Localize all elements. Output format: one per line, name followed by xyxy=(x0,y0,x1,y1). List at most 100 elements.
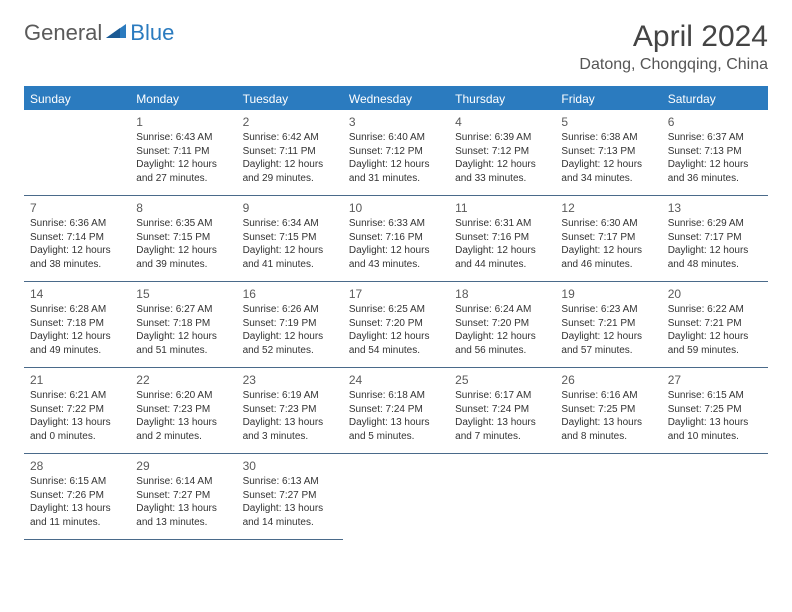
logo-triangle-icon xyxy=(106,22,128,45)
dow-header: Friday xyxy=(555,88,661,110)
sunset-line: Sunset: 7:25 PM xyxy=(668,403,762,417)
day-number: 7 xyxy=(30,200,124,216)
daylight-line: Daylight: 12 hours and 34 minutes. xyxy=(561,158,655,185)
day-number: 17 xyxy=(349,286,443,302)
daylight-line: Daylight: 12 hours and 56 minutes. xyxy=(455,330,549,357)
sunrise-line: Sunrise: 6:27 AM xyxy=(136,303,230,317)
header: General Blue April 2024 Datong, Chongqin… xyxy=(24,20,768,74)
daylight-line: Daylight: 13 hours and 14 minutes. xyxy=(243,502,337,529)
daylight-line: Daylight: 12 hours and 54 minutes. xyxy=(349,330,443,357)
calendar-cell xyxy=(24,110,130,196)
month-title: April 2024 xyxy=(579,20,768,54)
sunset-line: Sunset: 7:13 PM xyxy=(668,145,762,159)
calendar-cell: 7Sunrise: 6:36 AMSunset: 7:14 PMDaylight… xyxy=(24,196,130,282)
calendar-cell: 21Sunrise: 6:21 AMSunset: 7:22 PMDayligh… xyxy=(24,368,130,454)
calendar-cell: 28Sunrise: 6:15 AMSunset: 7:26 PMDayligh… xyxy=(24,454,130,540)
daylight-line: Daylight: 12 hours and 31 minutes. xyxy=(349,158,443,185)
sunset-line: Sunset: 7:17 PM xyxy=(668,231,762,245)
sunset-line: Sunset: 7:12 PM xyxy=(349,145,443,159)
sunset-line: Sunset: 7:17 PM xyxy=(561,231,655,245)
sunset-line: Sunset: 7:11 PM xyxy=(136,145,230,159)
calendar-cell: 4Sunrise: 6:39 AMSunset: 7:12 PMDaylight… xyxy=(449,110,555,196)
calendar-cell: 10Sunrise: 6:33 AMSunset: 7:16 PMDayligh… xyxy=(343,196,449,282)
sunrise-line: Sunrise: 6:30 AM xyxy=(561,217,655,231)
daylight-line: Daylight: 13 hours and 7 minutes. xyxy=(455,416,549,443)
calendar-cell: 15Sunrise: 6:27 AMSunset: 7:18 PMDayligh… xyxy=(130,282,236,368)
day-number: 24 xyxy=(349,372,443,388)
calendar-cell: 3Sunrise: 6:40 AMSunset: 7:12 PMDaylight… xyxy=(343,110,449,196)
sunset-line: Sunset: 7:23 PM xyxy=(243,403,337,417)
daylight-line: Daylight: 12 hours and 29 minutes. xyxy=(243,158,337,185)
sunrise-line: Sunrise: 6:26 AM xyxy=(243,303,337,317)
day-number: 23 xyxy=(243,372,337,388)
calendar-cell: 25Sunrise: 6:17 AMSunset: 7:24 PMDayligh… xyxy=(449,368,555,454)
day-number: 4 xyxy=(455,114,549,130)
sunrise-line: Sunrise: 6:28 AM xyxy=(30,303,124,317)
sunset-line: Sunset: 7:14 PM xyxy=(30,231,124,245)
calendar-cell: 12Sunrise: 6:30 AMSunset: 7:17 PMDayligh… xyxy=(555,196,661,282)
calendar-cell xyxy=(555,454,661,540)
sunset-line: Sunset: 7:25 PM xyxy=(561,403,655,417)
day-number: 29 xyxy=(136,458,230,474)
sunset-line: Sunset: 7:24 PM xyxy=(349,403,443,417)
daylight-line: Daylight: 12 hours and 52 minutes. xyxy=(243,330,337,357)
sunset-line: Sunset: 7:12 PM xyxy=(455,145,549,159)
sunrise-line: Sunrise: 6:19 AM xyxy=(243,389,337,403)
calendar-cell: 24Sunrise: 6:18 AMSunset: 7:24 PMDayligh… xyxy=(343,368,449,454)
sunrise-line: Sunrise: 6:24 AM xyxy=(455,303,549,317)
dow-header: Monday xyxy=(130,88,236,110)
daylight-line: Daylight: 13 hours and 8 minutes. xyxy=(561,416,655,443)
sunrise-line: Sunrise: 6:16 AM xyxy=(561,389,655,403)
daylight-line: Daylight: 13 hours and 2 minutes. xyxy=(136,416,230,443)
sunset-line: Sunset: 7:20 PM xyxy=(455,317,549,331)
daylight-line: Daylight: 12 hours and 33 minutes. xyxy=(455,158,549,185)
calendar-cell: 11Sunrise: 6:31 AMSunset: 7:16 PMDayligh… xyxy=(449,196,555,282)
sunset-line: Sunset: 7:21 PM xyxy=(561,317,655,331)
calendar-cell: 18Sunrise: 6:24 AMSunset: 7:20 PMDayligh… xyxy=(449,282,555,368)
calendar-cell: 8Sunrise: 6:35 AMSunset: 7:15 PMDaylight… xyxy=(130,196,236,282)
day-number: 27 xyxy=(668,372,762,388)
daylight-line: Daylight: 12 hours and 46 minutes. xyxy=(561,244,655,271)
sunset-line: Sunset: 7:21 PM xyxy=(668,317,762,331)
sunrise-line: Sunrise: 6:34 AM xyxy=(243,217,337,231)
daylight-line: Daylight: 12 hours and 51 minutes. xyxy=(136,330,230,357)
calendar-cell: 22Sunrise: 6:20 AMSunset: 7:23 PMDayligh… xyxy=(130,368,236,454)
sunrise-line: Sunrise: 6:38 AM xyxy=(561,131,655,145)
daylight-line: Daylight: 12 hours and 39 minutes. xyxy=(136,244,230,271)
sunrise-line: Sunrise: 6:39 AM xyxy=(455,131,549,145)
daylight-line: Daylight: 12 hours and 38 minutes. xyxy=(30,244,124,271)
daylight-line: Daylight: 12 hours and 36 minutes. xyxy=(668,158,762,185)
sunset-line: Sunset: 7:19 PM xyxy=(243,317,337,331)
logo: General Blue xyxy=(24,20,174,46)
sunset-line: Sunset: 7:16 PM xyxy=(349,231,443,245)
day-number: 6 xyxy=(668,114,762,130)
sunrise-line: Sunrise: 6:17 AM xyxy=(455,389,549,403)
sunrise-line: Sunrise: 6:40 AM xyxy=(349,131,443,145)
daylight-line: Daylight: 13 hours and 0 minutes. xyxy=(30,416,124,443)
daylight-line: Daylight: 13 hours and 5 minutes. xyxy=(349,416,443,443)
sunrise-line: Sunrise: 6:20 AM xyxy=(136,389,230,403)
logo-text-blue: Blue xyxy=(130,20,174,46)
daylight-line: Daylight: 13 hours and 3 minutes. xyxy=(243,416,337,443)
calendar-cell: 14Sunrise: 6:28 AMSunset: 7:18 PMDayligh… xyxy=(24,282,130,368)
day-number: 8 xyxy=(136,200,230,216)
sunset-line: Sunset: 7:22 PM xyxy=(30,403,124,417)
calendar-cell xyxy=(449,454,555,540)
calendar-cell: 5Sunrise: 6:38 AMSunset: 7:13 PMDaylight… xyxy=(555,110,661,196)
sunset-line: Sunset: 7:16 PM xyxy=(455,231,549,245)
title-block: April 2024 Datong, Chongqing, China xyxy=(579,20,768,74)
daylight-line: Daylight: 13 hours and 10 minutes. xyxy=(668,416,762,443)
logo-text-general: General xyxy=(24,20,102,46)
sunset-line: Sunset: 7:27 PM xyxy=(136,489,230,503)
daylight-line: Daylight: 12 hours and 57 minutes. xyxy=(561,330,655,357)
sunrise-line: Sunrise: 6:18 AM xyxy=(349,389,443,403)
sunrise-line: Sunrise: 6:22 AM xyxy=(668,303,762,317)
day-number: 28 xyxy=(30,458,124,474)
sunrise-line: Sunrise: 6:13 AM xyxy=(243,475,337,489)
sunrise-line: Sunrise: 6:23 AM xyxy=(561,303,655,317)
calendar-cell: 2Sunrise: 6:42 AMSunset: 7:11 PMDaylight… xyxy=(237,110,343,196)
calendar-cell xyxy=(662,454,768,540)
calendar-cell: 6Sunrise: 6:37 AMSunset: 7:13 PMDaylight… xyxy=(662,110,768,196)
daylight-line: Daylight: 12 hours and 48 minutes. xyxy=(668,244,762,271)
sunrise-line: Sunrise: 6:15 AM xyxy=(668,389,762,403)
